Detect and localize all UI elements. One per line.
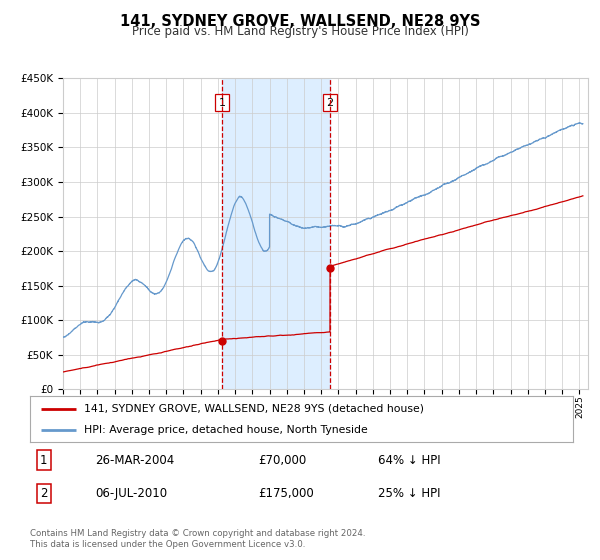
Text: HPI: Average price, detached house, North Tyneside: HPI: Average price, detached house, Nort…: [85, 425, 368, 435]
Text: 141, SYDNEY GROVE, WALLSEND, NE28 9YS (detached house): 141, SYDNEY GROVE, WALLSEND, NE28 9YS (d…: [85, 404, 424, 414]
Text: 2: 2: [326, 97, 334, 108]
Text: 2: 2: [40, 487, 47, 500]
Text: 06-JUL-2010: 06-JUL-2010: [95, 487, 167, 500]
Bar: [222, 78, 330, 389]
Text: 25% ↓ HPI: 25% ↓ HPI: [377, 487, 440, 500]
Text: 64% ↓ HPI: 64% ↓ HPI: [377, 454, 440, 466]
Text: 1: 1: [40, 454, 47, 466]
Text: 26-MAR-2004: 26-MAR-2004: [95, 454, 175, 466]
Text: 1: 1: [218, 97, 226, 108]
Text: Contains HM Land Registry data © Crown copyright and database right 2024.
This d: Contains HM Land Registry data © Crown c…: [30, 529, 365, 549]
Text: 141, SYDNEY GROVE, WALLSEND, NE28 9YS: 141, SYDNEY GROVE, WALLSEND, NE28 9YS: [120, 14, 480, 29]
Text: Price paid vs. HM Land Registry's House Price Index (HPI): Price paid vs. HM Land Registry's House …: [131, 25, 469, 38]
Text: £175,000: £175,000: [258, 487, 314, 500]
Text: £70,000: £70,000: [258, 454, 307, 466]
